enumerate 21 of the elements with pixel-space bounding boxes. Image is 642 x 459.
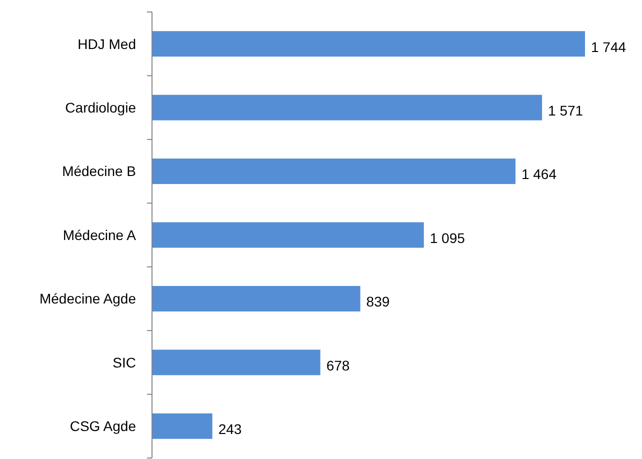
data-label: 1 464 [521,166,557,182]
y-tick-label: CSG Agde [70,418,136,434]
data-label: 1 571 [548,102,584,118]
bar [152,158,516,184]
y-tick-label: Médecine B [62,163,136,180]
y-tick-label: Médecine A [62,226,137,243]
bar [152,286,360,312]
bar [152,31,585,57]
bar [152,350,320,376]
y-tick-label: HDJ Med [78,36,136,52]
data-label: 1 095 [430,230,466,246]
bar [152,222,424,248]
y-tick-label: Cardiologie [65,99,136,116]
data-label: 243 [218,421,242,438]
bar [152,94,542,120]
y-tick-label: Médecine Agde [39,290,136,307]
bar [152,413,212,439]
data-label: 839 [366,294,390,310]
data-label: 678 [326,357,350,374]
data-label: 1 744 [591,38,626,55]
y-tick-label: SIC [112,354,136,370]
